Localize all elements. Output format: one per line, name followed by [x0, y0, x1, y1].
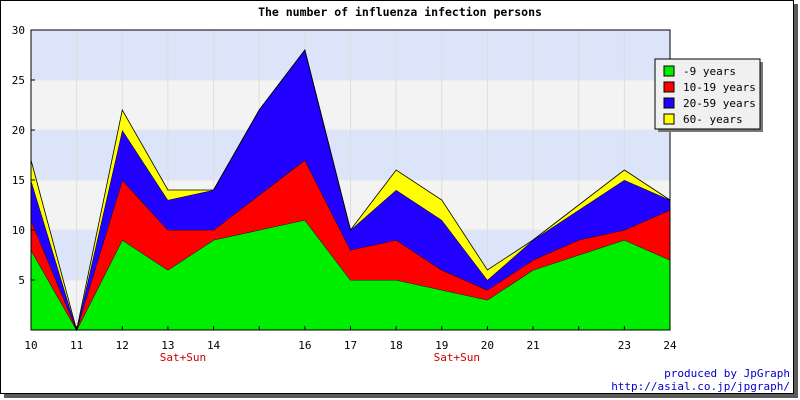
legend-swatch-10-19-years — [663, 81, 675, 93]
credit-produced-by: produced by JpGraph — [664, 367, 790, 380]
legend: -9 years 10-19 years 20-59 years 60- years — [654, 58, 763, 132]
x-tick-label: 24 — [663, 339, 677, 352]
x-tick-label: 16 — [298, 339, 311, 352]
legend-swatch-9-years — [663, 65, 675, 77]
x-tick-label: 21 — [526, 339, 539, 352]
chart-title: The number of influenza infection person… — [258, 5, 542, 19]
legend-label-9-years: -9 years — [683, 65, 736, 78]
legend-label-10-19-years: 10-19 years — [683, 81, 756, 94]
x-tick-label: 13 — [161, 339, 174, 352]
y-tick-label: 10 — [12, 224, 25, 237]
legend-swatch-60-years — [663, 113, 675, 125]
legend-label-60-years: 60- years — [683, 113, 743, 126]
y-axis-ticks: 5 10 15 20 25 30 — [12, 24, 25, 287]
credit-url: http://asial.co.jp/jpgraph/ — [611, 380, 790, 393]
x-tick-label: 12 — [116, 339, 129, 352]
x-axis-ticks: 10 11 12 13 14 16 17 18 19 20 21 23 24 — [24, 339, 677, 352]
area-9-years — [31, 220, 670, 330]
x-tick-label: 11 — [70, 339, 83, 352]
x-tick-label: 10 — [24, 339, 37, 352]
x-tick-label: 14 — [207, 339, 221, 352]
x-tick-label: 20 — [481, 339, 494, 352]
stacked-areas — [30, 49, 671, 332]
axes — [30, 29, 671, 331]
weekend-annotation: Sat+Sun — [160, 351, 206, 364]
y-tick-label: 20 — [12, 124, 25, 137]
area-10-19-years — [31, 160, 670, 330]
y-tick-label: 15 — [12, 174, 25, 187]
y-tick-label: 25 — [12, 74, 25, 87]
x-tick-label: 17 — [344, 339, 357, 352]
y-tick-label: 5 — [18, 274, 25, 287]
x-tick-label: 23 — [618, 339, 631, 352]
legend-swatch-20-59-years — [663, 97, 675, 109]
weekend-annotation: Sat+Sun — [434, 351, 480, 364]
x-tick-label: 18 — [390, 339, 403, 352]
area-edge-60-years — [30, 49, 671, 331]
x-axis-annotations: Sat+Sun Sat+Sun — [160, 351, 480, 364]
x-tick-label: 19 — [435, 339, 448, 352]
legend-label-20-59-years: 20-59 years — [683, 97, 756, 110]
y-tick-label: 30 — [12, 24, 25, 37]
